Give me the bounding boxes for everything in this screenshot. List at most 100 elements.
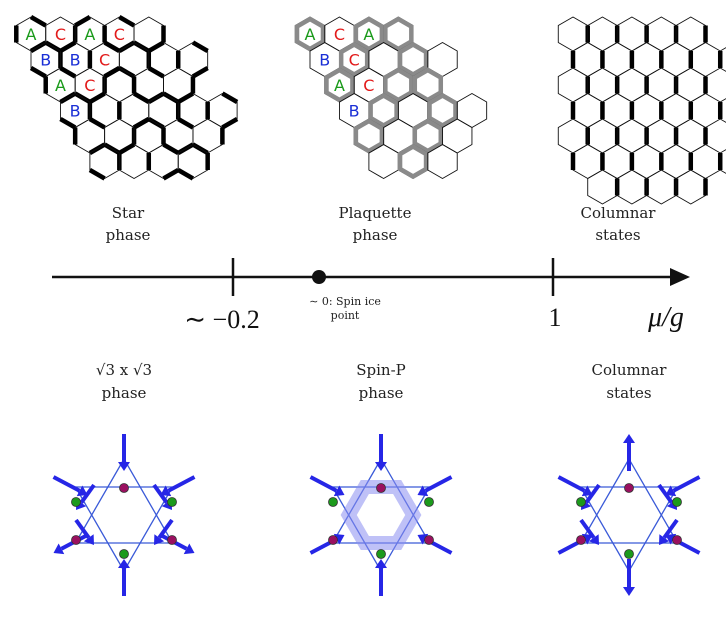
- sublattice-label-a: A: [305, 25, 316, 44]
- spin-p-phase-label-line2: phase: [359, 384, 404, 402]
- star-phase-label-line2: phase: [106, 226, 151, 244]
- lattice-hexagon: [631, 41, 662, 78]
- columnar-kagome-spin-config: [557, 434, 701, 596]
- purple-charge-dot: [376, 483, 386, 493]
- sublattice-label-b: B: [349, 102, 360, 121]
- lattice-hexagon: [587, 67, 618, 103]
- dimer-bond: [162, 142, 180, 155]
- kagome-triangle-up: [579, 457, 679, 544]
- spin-ice-label-line2: point: [331, 309, 360, 322]
- dimer-bond: [132, 91, 150, 104]
- spin-arrowhead: [665, 485, 677, 497]
- sublattice-label-b: B: [70, 102, 81, 121]
- dimer-bond: [118, 15, 136, 28]
- purple-charge-dot: [328, 535, 338, 545]
- star-phase-label-line1: Star: [112, 204, 145, 222]
- lattice-hexagon: [675, 67, 706, 103]
- sublattice-label-b: B: [40, 51, 51, 70]
- sublattice-label-c: C: [84, 76, 95, 95]
- green-charge-dot: [376, 549, 386, 559]
- sublattice-label-c: C: [334, 25, 345, 44]
- sublattice-label-b: B: [70, 51, 81, 70]
- lattice-hexagon: [660, 41, 692, 78]
- dimer-bond: [59, 117, 77, 130]
- green-charge-dot: [576, 497, 586, 507]
- lattice-hexagon: [572, 92, 603, 129]
- spin-arrow: [167, 475, 196, 493]
- lattice-hexagon: [557, 16, 589, 52]
- lattice-hexagon: [675, 169, 706, 205]
- lattice-hexagon: [675, 118, 706, 154]
- spin-plaquette-highlight: [340, 480, 422, 550]
- star-phase-lattice: A C A CB B CA CB: [14, 15, 239, 181]
- lattice-hexagon: [587, 169, 618, 205]
- dimer-bond: [177, 91, 195, 104]
- dimer-bond: [103, 40, 121, 53]
- purple-charge-dot: [672, 535, 682, 545]
- purple-charge-dot: [71, 535, 81, 545]
- dimer-bond: [88, 91, 106, 104]
- sqrt3-phase-label-line2: phase: [102, 384, 147, 402]
- spin-arrowhead: [623, 587, 635, 596]
- lattice-hexagon: [631, 92, 662, 129]
- spin-arrowhead: [154, 534, 165, 545]
- lattice-hexagon: [616, 118, 648, 154]
- resonating-plaquette: [427, 92, 458, 129]
- resonating-plaquette: [324, 67, 355, 103]
- dimer-bond: [88, 117, 106, 130]
- spin-arrowhead: [581, 485, 593, 497]
- resonating-plaquette: [412, 67, 444, 103]
- lattice-hexagon: [601, 92, 633, 129]
- sublattice-label-a: A: [26, 25, 37, 44]
- resonating-plaquette: [353, 118, 385, 154]
- spin-ice-label-line1: ∼ 0: Spin ice: [309, 295, 381, 308]
- dimer-bond: [29, 15, 47, 28]
- resonating-plaquette: [353, 16, 385, 52]
- spin-arrowhead: [375, 559, 387, 568]
- green-charge-dot: [672, 497, 682, 507]
- spin-arrow: [662, 518, 679, 539]
- spin-arrow: [424, 475, 453, 493]
- green-charge-dot: [424, 497, 434, 507]
- spin-arrowhead: [623, 434, 635, 443]
- lattice-hexagon: [675, 16, 706, 52]
- spin-arrow: [309, 475, 338, 493]
- lattice-hexagon: [616, 67, 648, 103]
- spin-arrow: [157, 518, 174, 539]
- plaquette-phase-label-line2: phase: [353, 226, 398, 244]
- dimer-bond: [221, 117, 239, 130]
- lattice-hexagon: [646, 169, 677, 205]
- spin-arrow: [579, 518, 596, 539]
- dimer-bond: [132, 117, 150, 130]
- spin-arrow: [557, 475, 586, 493]
- dimer-bond: [59, 66, 77, 79]
- lattice-hexagon: [427, 143, 458, 180]
- dimer-bond: [59, 40, 77, 53]
- sublattice-label-c: C: [363, 76, 374, 95]
- spin-arrow: [672, 475, 701, 493]
- tick-label-one: 1: [549, 303, 562, 332]
- purple-charge-dot: [167, 535, 177, 545]
- lattice-hexagon: [572, 143, 603, 180]
- lattice-hexagon: [646, 118, 677, 154]
- dimer-bond: [147, 40, 165, 53]
- spin-arrow: [79, 483, 96, 504]
- dimer-bond: [221, 91, 239, 104]
- spin-arrowhead: [588, 534, 599, 545]
- axis-arrowhead: [670, 268, 690, 286]
- dimer-bond: [191, 40, 209, 53]
- spin-p-phase-label-line1: Spin-P: [356, 361, 406, 379]
- purple-charge-dot: [624, 483, 634, 493]
- dimer-bond: [177, 117, 195, 130]
- dimer-bond: [74, 15, 92, 28]
- lattice-hexagon: [690, 92, 721, 129]
- purple-charge-dot: [424, 535, 434, 545]
- spin-arrow: [52, 475, 81, 493]
- sublattice-label-c: C: [114, 25, 125, 44]
- dimer-bond: [29, 66, 47, 79]
- kagome-triangle-up: [331, 457, 431, 544]
- spin-arrow: [657, 483, 674, 504]
- kagome-triangle-up: [74, 457, 174, 544]
